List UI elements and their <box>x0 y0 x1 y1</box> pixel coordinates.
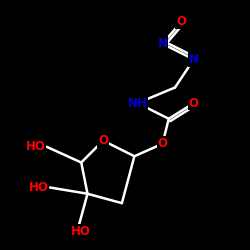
Text: O: O <box>189 96 199 110</box>
Text: HO: HO <box>71 225 91 238</box>
Text: NH: NH <box>128 96 148 110</box>
Text: O: O <box>158 137 168 150</box>
Text: N: N <box>158 37 168 50</box>
Text: HO: HO <box>26 140 45 153</box>
Text: N: N <box>189 53 199 66</box>
Text: O: O <box>98 134 108 147</box>
Text: O: O <box>176 16 186 28</box>
Text: HO: HO <box>28 181 48 194</box>
